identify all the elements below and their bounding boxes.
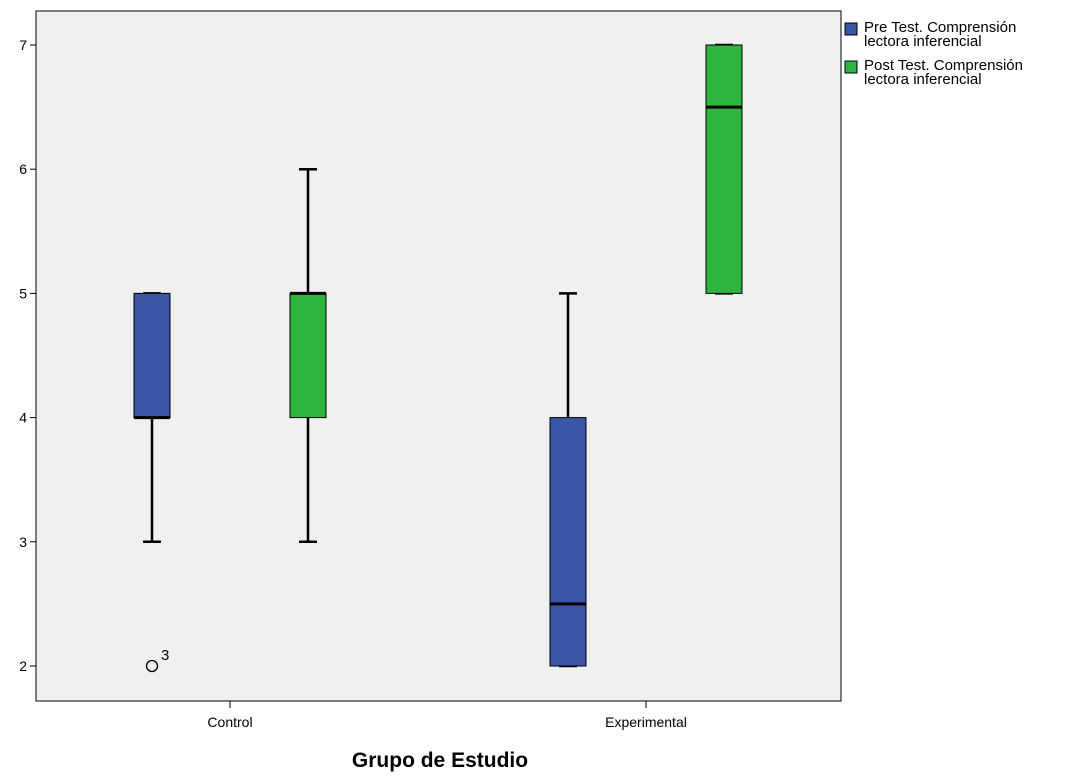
y-tick-label: 2 [19, 658, 27, 674]
y-tick-label: 4 [19, 410, 27, 426]
legend-entry-text: Post Test. Comprensión [864, 57, 1023, 74]
legend-entry-text: lectora inferencial [864, 33, 982, 50]
box-iqr [133, 292, 171, 419]
y-tick-label: 5 [19, 285, 27, 301]
box-pre-control: 3 [133, 292, 171, 673]
box-series-group: 3 [133, 43, 743, 673]
box-iqr [549, 417, 587, 667]
y-axis: 2 3 4 5 6 7 [19, 37, 36, 674]
box-post-control [289, 167, 327, 544]
outlier-label: 3 [161, 647, 169, 664]
y-tick-label: 3 [19, 534, 27, 550]
box-iqr [289, 292, 327, 419]
x-tick-label: Control [207, 714, 252, 730]
box-post-experimental [705, 43, 743, 295]
legend-entry-text: lectora inferencial [864, 71, 982, 88]
x-axis: Control Experimental [207, 701, 687, 730]
legend-swatch [844, 60, 858, 74]
box-iqr [705, 44, 743, 294]
x-tick-label: Experimental [605, 714, 687, 730]
box-pre-experimental [549, 292, 587, 668]
legend-entry-text: Pre Test. Comprensión [864, 19, 1016, 36]
outlier-point [145, 659, 159, 673]
legend-swatch [844, 22, 858, 36]
x-axis-title: Grupo de Estudio [352, 749, 528, 772]
y-tick-label: 6 [19, 161, 27, 177]
y-tick-label: 7 [19, 37, 27, 53]
